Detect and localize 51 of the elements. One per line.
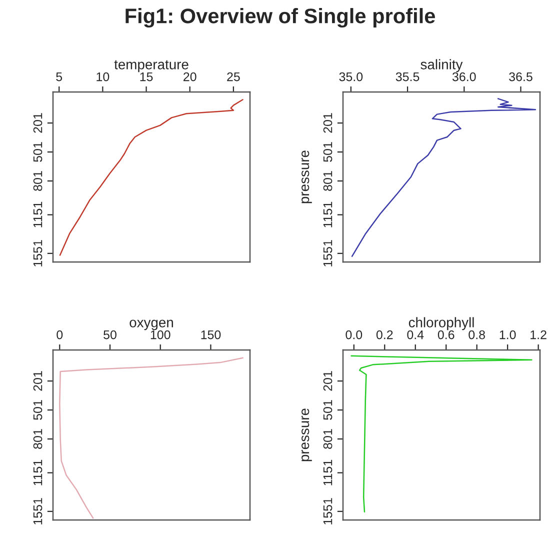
x-tick-label: 0.0: [346, 330, 362, 340]
x-axis-title: temperature: [114, 60, 188, 72]
y-tick-label: 801: [323, 171, 332, 191]
x-tick-label: 35.5: [396, 72, 420, 82]
y-tick-label: 1151: [33, 460, 42, 486]
line-series: [350, 355, 532, 513]
y-axis-title: pressure: [302, 150, 312, 204]
line-series: [59, 99, 244, 256]
y-tick-label: 201: [323, 371, 332, 391]
x-tick-label: 25: [227, 72, 240, 82]
y-tick-label: 1551: [323, 498, 332, 524]
y-tick-label: 501: [33, 400, 42, 420]
y-tick-label: 1151: [323, 460, 332, 486]
x-tick-label: 10: [96, 72, 110, 82]
y-tick-label: 501: [323, 142, 332, 162]
x-tick-label: 50: [104, 330, 116, 340]
x-tick-label: 0: [56, 330, 63, 340]
x-tick-label: 35.0: [339, 72, 363, 82]
chart-title: Fig1: Overview of Single profile: [126, 8, 435, 28]
y-tick-label: 801: [323, 429, 332, 449]
line-series: [351, 98, 536, 257]
x-tick-label: 0.2: [376, 330, 393, 340]
x-tick-label: 20: [184, 72, 196, 82]
y-tick-label: 1151: [33, 202, 42, 228]
x-tick-label: 1.0: [500, 330, 516, 340]
x-tick-label: 36.0: [452, 72, 476, 82]
y-tick-label: 501: [323, 400, 332, 420]
x-tick-label: 0.8: [468, 330, 485, 340]
y-tick-label: 801: [33, 429, 42, 449]
x-tick-label: 1.2: [530, 330, 546, 340]
y-tick-label: 1551: [33, 498, 42, 524]
x-axis-title: chlorophyll: [408, 317, 474, 330]
x-tick-label: 15: [140, 72, 153, 82]
y-tick-label: 801: [33, 171, 42, 191]
x-tick-label: 100: [150, 330, 170, 340]
x-tick-label: 150: [201, 330, 221, 340]
y-tick-label: 1551: [323, 240, 332, 266]
y-tick-label: 201: [33, 371, 42, 391]
y-tick-label: 201: [323, 113, 332, 133]
y-tick-label: 1551: [33, 240, 42, 266]
y-tick-label: 201: [33, 113, 42, 133]
line-series: [59, 357, 244, 519]
x-tick-label: 0.4: [407, 330, 424, 340]
y-axis-title: pressure: [302, 408, 312, 462]
x-tick-label: 0.6: [438, 330, 454, 340]
y-tick-label: 501: [33, 142, 42, 162]
x-tick-label: 5: [56, 72, 62, 82]
x-tick-label: 36.5: [509, 72, 532, 82]
x-axis-title: oxygen: [130, 320, 173, 330]
x-axis-title: salinity: [420, 59, 463, 72]
y-tick-label: 1151: [323, 202, 332, 228]
